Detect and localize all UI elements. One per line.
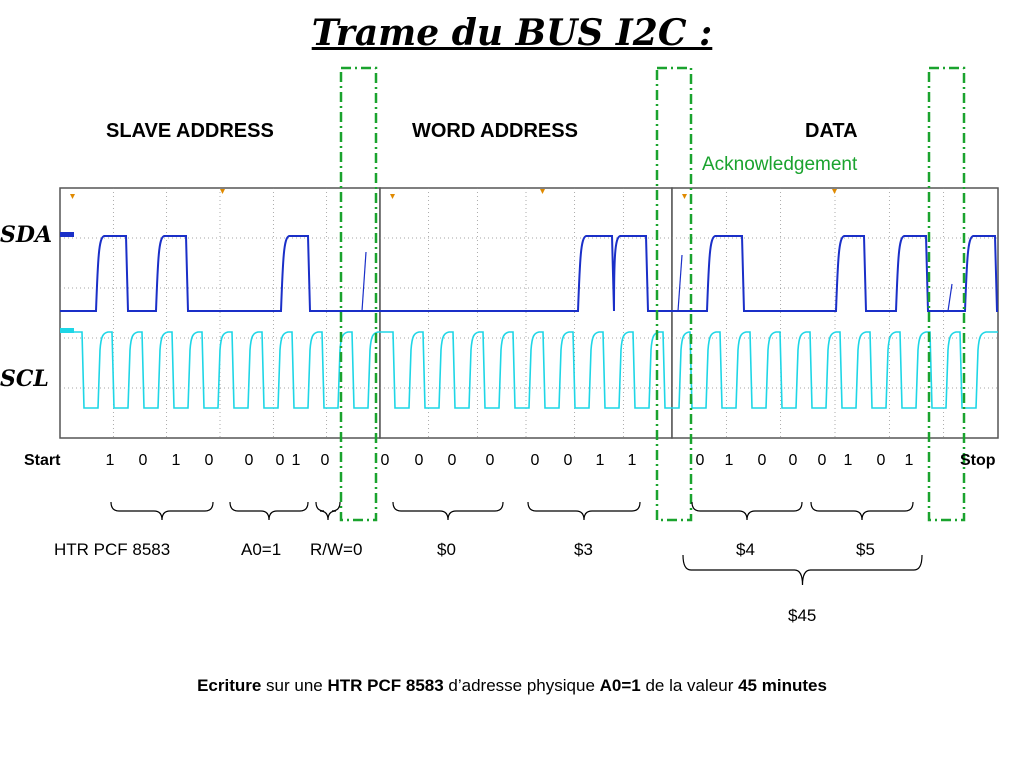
label-a0: A0=1 (241, 540, 282, 559)
trigger-marker-icon (70, 194, 75, 199)
caption-ecriture: Ecriture (197, 676, 262, 695)
label-data-value: $45 (788, 606, 817, 625)
bit-word-5: 0 (563, 452, 573, 469)
brace-data-value (682, 554, 923, 586)
caption-minutes: 45 minutes (738, 676, 827, 695)
bit-word-7: 1 (627, 452, 637, 469)
bit-word-3: 0 (485, 452, 495, 469)
ack-box (927, 66, 966, 522)
label-device: HTR PCF 8583 (54, 540, 171, 559)
bit-slave-0: 1 (105, 452, 115, 469)
bit-word-6: 1 (595, 452, 605, 469)
brace-w-high (392, 501, 504, 521)
sda-glitch (361, 251, 367, 312)
bit-slave-1: 0 (138, 452, 148, 469)
sda-glitch (947, 283, 953, 312)
scl-level-marker (60, 328, 74, 333)
caption-part: sur une (261, 676, 328, 695)
bit-data-0: 0 (695, 452, 705, 469)
caption-device: HTR PCF 8583 (327, 676, 444, 695)
bit-word-0: 0 (380, 452, 390, 469)
label-d-low: $5 (856, 540, 875, 559)
trigger-marker-icon (540, 189, 545, 194)
bit-word-4: 0 (530, 452, 540, 469)
brace-d-high (691, 501, 803, 521)
brace-w-low (527, 501, 641, 521)
brace-a0 (229, 501, 309, 521)
section-slave-address: SLAVE ADDRESS (106, 120, 274, 142)
brace-device (110, 501, 214, 521)
bit-slave-7: 0 (320, 452, 330, 469)
brace-d-low (810, 501, 914, 521)
page-title: Trame du BUS I2C : (311, 12, 713, 54)
label-w-low: $3 (574, 540, 593, 559)
bit-data-6: 0 (876, 452, 886, 469)
sda-trace (60, 235, 998, 312)
acknowledgement-label: Acknowledgement (702, 154, 858, 175)
stop-label: Stop (960, 452, 996, 469)
bit-slave-5: 0 (275, 452, 285, 469)
section-data: DATA (805, 120, 858, 142)
bit-slave-3: 0 (204, 452, 214, 469)
ack-box (339, 66, 378, 522)
trigger-marker-icon (390, 194, 395, 199)
bit-slave-2: 1 (171, 452, 181, 469)
bit-slave-6: 1 (291, 452, 301, 469)
caption-a0: A0=1 (599, 676, 641, 695)
sda-level-marker (60, 232, 74, 237)
caption-part: de la valeur (640, 676, 739, 695)
bit-data-1: 1 (724, 452, 734, 469)
sda-glitch (677, 254, 683, 312)
bit-data-3: 0 (788, 452, 798, 469)
trigger-marker-icon (832, 189, 837, 194)
label-d-high: $4 (736, 540, 755, 559)
bit-word-2: 0 (447, 452, 457, 469)
sda-label: SDA (0, 222, 53, 248)
label-w-high: $0 (437, 540, 456, 559)
label-rw: R/W=0 (310, 540, 363, 559)
bit-slave-4: 0 (244, 452, 254, 469)
bit-data-2: 0 (757, 452, 767, 469)
bit-data-7: 1 (904, 452, 914, 469)
bit-word-1: 0 (414, 452, 424, 469)
brace-rw (315, 501, 341, 521)
trigger-marker-icon (682, 194, 687, 199)
start-label: Start (24, 452, 61, 469)
caption-part: d’adresse physique (443, 676, 600, 695)
trigger-marker-icon (220, 189, 225, 194)
section-word-address: WORD ADDRESS (412, 120, 578, 142)
scl-label: SCL (0, 366, 49, 392)
caption: Ecriture sur une HTR PCF 8583 d’adresse … (0, 676, 1024, 696)
bit-data-4: 0 (817, 452, 827, 469)
bit-data-5: 1 (843, 452, 853, 469)
scl-trace (60, 331, 998, 409)
ack-box (655, 66, 693, 522)
